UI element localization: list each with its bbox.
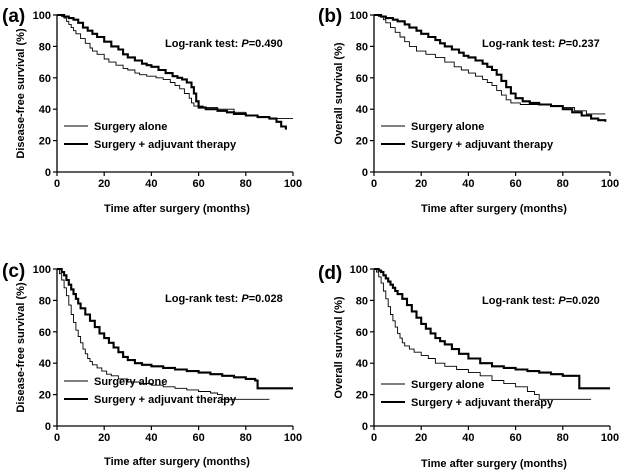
panel-letter: (c) (2, 261, 25, 282)
chart-panel-1: (a) 0 20 40 60 80 100 0 20 40 60 80 100 Time after su… (2, 6, 302, 215)
x-axis-title: Time after surgery (months) (421, 203, 567, 215)
chart-panel-2: (b) 0 20 40 60 80 100 0 20 40 60 80 100 Time after su… (318, 6, 619, 215)
x-axis-title: Time after surgery (months) (104, 203, 250, 215)
log-rank-label: Log-rank test: P=0.028 (165, 293, 283, 305)
series-line-surgery-alone (374, 14, 606, 115)
chart-panel-4: (d) 0 20 40 60 80 100 0 20 40 60 80 100 Time after su… (318, 263, 619, 470)
x-axis-title: Time after surgery (months) (421, 458, 567, 470)
x-tick-label: 40 (462, 178, 474, 190)
y-tick-label: 20 (356, 136, 368, 148)
legend-label: Surgery alone (411, 121, 484, 133)
y-axis-title: Disease-free survival (%) (15, 28, 27, 159)
y-tick-label: 60 (39, 73, 51, 85)
y-tick-label: 0 (45, 167, 51, 179)
y-tick-label: 80 (39, 295, 51, 307)
panel-letter: (b) (318, 6, 342, 27)
x-tick-label: 0 (371, 178, 377, 190)
x-tick-label: 0 (54, 178, 60, 190)
x-tick-label: 80 (240, 178, 252, 190)
y-tick-label: 100 (350, 10, 368, 22)
x-axis-title: Time after surgery (months) (104, 456, 250, 468)
y-tick-label: 40 (39, 104, 51, 116)
x-tick-label: 80 (557, 178, 569, 190)
y-tick-label: 60 (39, 327, 51, 339)
log-rank-label: Log-rank test: P=0.490 (165, 38, 283, 50)
x-tick-label: 20 (415, 178, 427, 190)
y-tick-label: 80 (39, 41, 51, 53)
log-rank-label: Log-rank test: P=0.020 (482, 295, 600, 307)
x-tick-label: 20 (98, 178, 110, 190)
x-tick-label: 60 (509, 432, 521, 444)
y-tick-label: 20 (39, 136, 51, 148)
legend-label: Surgery + adjuvant therapy (411, 139, 554, 151)
y-tick-label: 20 (39, 390, 51, 402)
series-line-adjuvant (57, 13, 287, 130)
y-tick-label: 0 (362, 167, 368, 179)
series-line-surgery-alone (374, 268, 592, 400)
series-line-surgery-alone (57, 268, 270, 400)
x-tick-label: 0 (54, 432, 60, 444)
legend-label: Surgery alone (411, 379, 484, 391)
legend-label: Surgery alone (94, 121, 167, 133)
x-tick-label: 80 (557, 432, 569, 444)
x-tick-label: 100 (284, 432, 302, 444)
x-tick-label: 100 (601, 178, 619, 190)
series-line-adjuvant (57, 267, 293, 390)
y-tick-label: 60 (356, 73, 368, 85)
panel-letter: (a) (2, 6, 25, 27)
y-tick-label: 80 (356, 295, 368, 307)
y-tick-label: 40 (356, 358, 368, 370)
x-tick-label: 60 (192, 432, 204, 444)
y-tick-label: 100 (350, 264, 368, 276)
series-line-adjuvant (374, 13, 607, 122)
x-tick-label: 0 (371, 432, 377, 444)
y-axis-title: Disease-free survival (%) (15, 282, 27, 413)
log-rank-label: Log-rank test: P=0.237 (482, 38, 600, 50)
x-tick-label: 40 (462, 432, 474, 444)
y-tick-label: 40 (39, 358, 51, 370)
legend-label: Surgery alone (94, 376, 167, 388)
y-tick-label: 0 (362, 421, 368, 433)
y-axis-title: Overall survival (%) (333, 42, 345, 144)
x-tick-label: 60 (192, 178, 204, 190)
legend-label: Surgery + adjuvant therapy (94, 139, 237, 151)
series-line-adjuvant (374, 267, 610, 390)
x-tick-label: 60 (509, 178, 521, 190)
y-tick-label: 40 (356, 104, 368, 116)
legend-label: Surgery + adjuvant therapy (94, 394, 237, 406)
x-tick-label: 20 (415, 432, 427, 444)
panel-letter: (d) (318, 263, 342, 284)
y-tick-label: 100 (33, 10, 51, 22)
chart-panel-3: (c) 0 20 40 60 80 100 0 20 40 60 80 100 Time after su… (2, 261, 302, 468)
x-tick-label: 40 (145, 432, 157, 444)
y-tick-label: 0 (45, 421, 51, 433)
x-tick-label: 100 (601, 432, 619, 444)
x-tick-label: 80 (240, 432, 252, 444)
y-tick-label: 100 (33, 264, 51, 276)
x-tick-label: 40 (145, 178, 157, 190)
y-tick-label: 60 (356, 327, 368, 339)
y-tick-label: 20 (356, 390, 368, 402)
y-tick-label: 80 (356, 41, 368, 53)
y-axis-title: Overall survival (%) (333, 296, 345, 398)
x-tick-label: 100 (284, 178, 302, 190)
x-tick-label: 20 (98, 432, 110, 444)
legend-label: Surgery + adjuvant therapy (411, 397, 554, 409)
